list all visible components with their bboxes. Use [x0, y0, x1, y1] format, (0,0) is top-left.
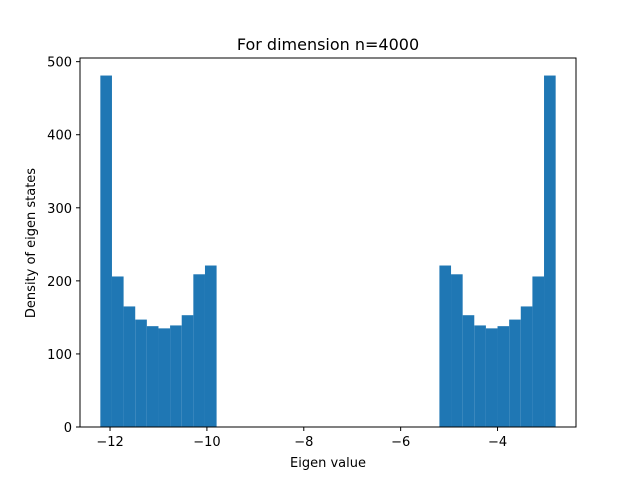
histogram-bar-15 — [497, 326, 510, 427]
histogram-bar-7 — [181, 315, 194, 427]
histogram-bar-10 — [439, 265, 452, 427]
x-tick-label: −6 — [391, 435, 410, 450]
histogram-bar-5 — [158, 328, 171, 427]
x-tick-label: −8 — [294, 435, 313, 450]
x-tick-label: −10 — [193, 435, 220, 450]
bars-group — [100, 75, 556, 427]
histogram-bar-0 — [100, 75, 112, 427]
x-tick-label: −12 — [96, 435, 123, 450]
y-tick-label: 200 — [47, 275, 72, 290]
histogram-bar-9 — [204, 265, 217, 427]
histogram-bar-16 — [509, 319, 521, 427]
x-axis-label: Eigen value — [290, 456, 366, 471]
y-tick-label: 0 — [64, 421, 72, 436]
histogram-bar-11 — [451, 274, 463, 427]
histogram-bar-18 — [532, 276, 545, 427]
histogram-bar-13 — [474, 325, 486, 427]
histogram-bar-12 — [462, 315, 475, 427]
y-tick-label: 500 — [47, 56, 72, 71]
x-axis-ticks: −12 −10 −8 −6 −4 — [96, 427, 507, 450]
histogram-bar-19 — [544, 75, 556, 427]
x-tick-label: −4 — [488, 435, 507, 450]
histogram-bar-3 — [135, 319, 147, 427]
histogram-bar-4 — [146, 326, 159, 427]
histogram-bar-8 — [193, 274, 205, 427]
y-tick-label: 100 — [47, 348, 72, 363]
y-axis-label: Density of eigen states — [24, 168, 39, 318]
histogram-bar-17 — [520, 306, 533, 427]
histogram-bar-1 — [111, 276, 124, 427]
y-tick-label: 400 — [47, 129, 72, 144]
y-axis-ticks: 0 100 200 300 400 500 — [47, 56, 80, 436]
histogram-bar-6 — [170, 325, 182, 427]
y-tick-label: 300 — [47, 202, 72, 217]
plot-frame — [79, 57, 577, 428]
chart-title: For dimension n=4000 — [237, 35, 419, 54]
histogram-bar-14 — [485, 328, 498, 427]
histogram-bar-2 — [123, 306, 136, 427]
